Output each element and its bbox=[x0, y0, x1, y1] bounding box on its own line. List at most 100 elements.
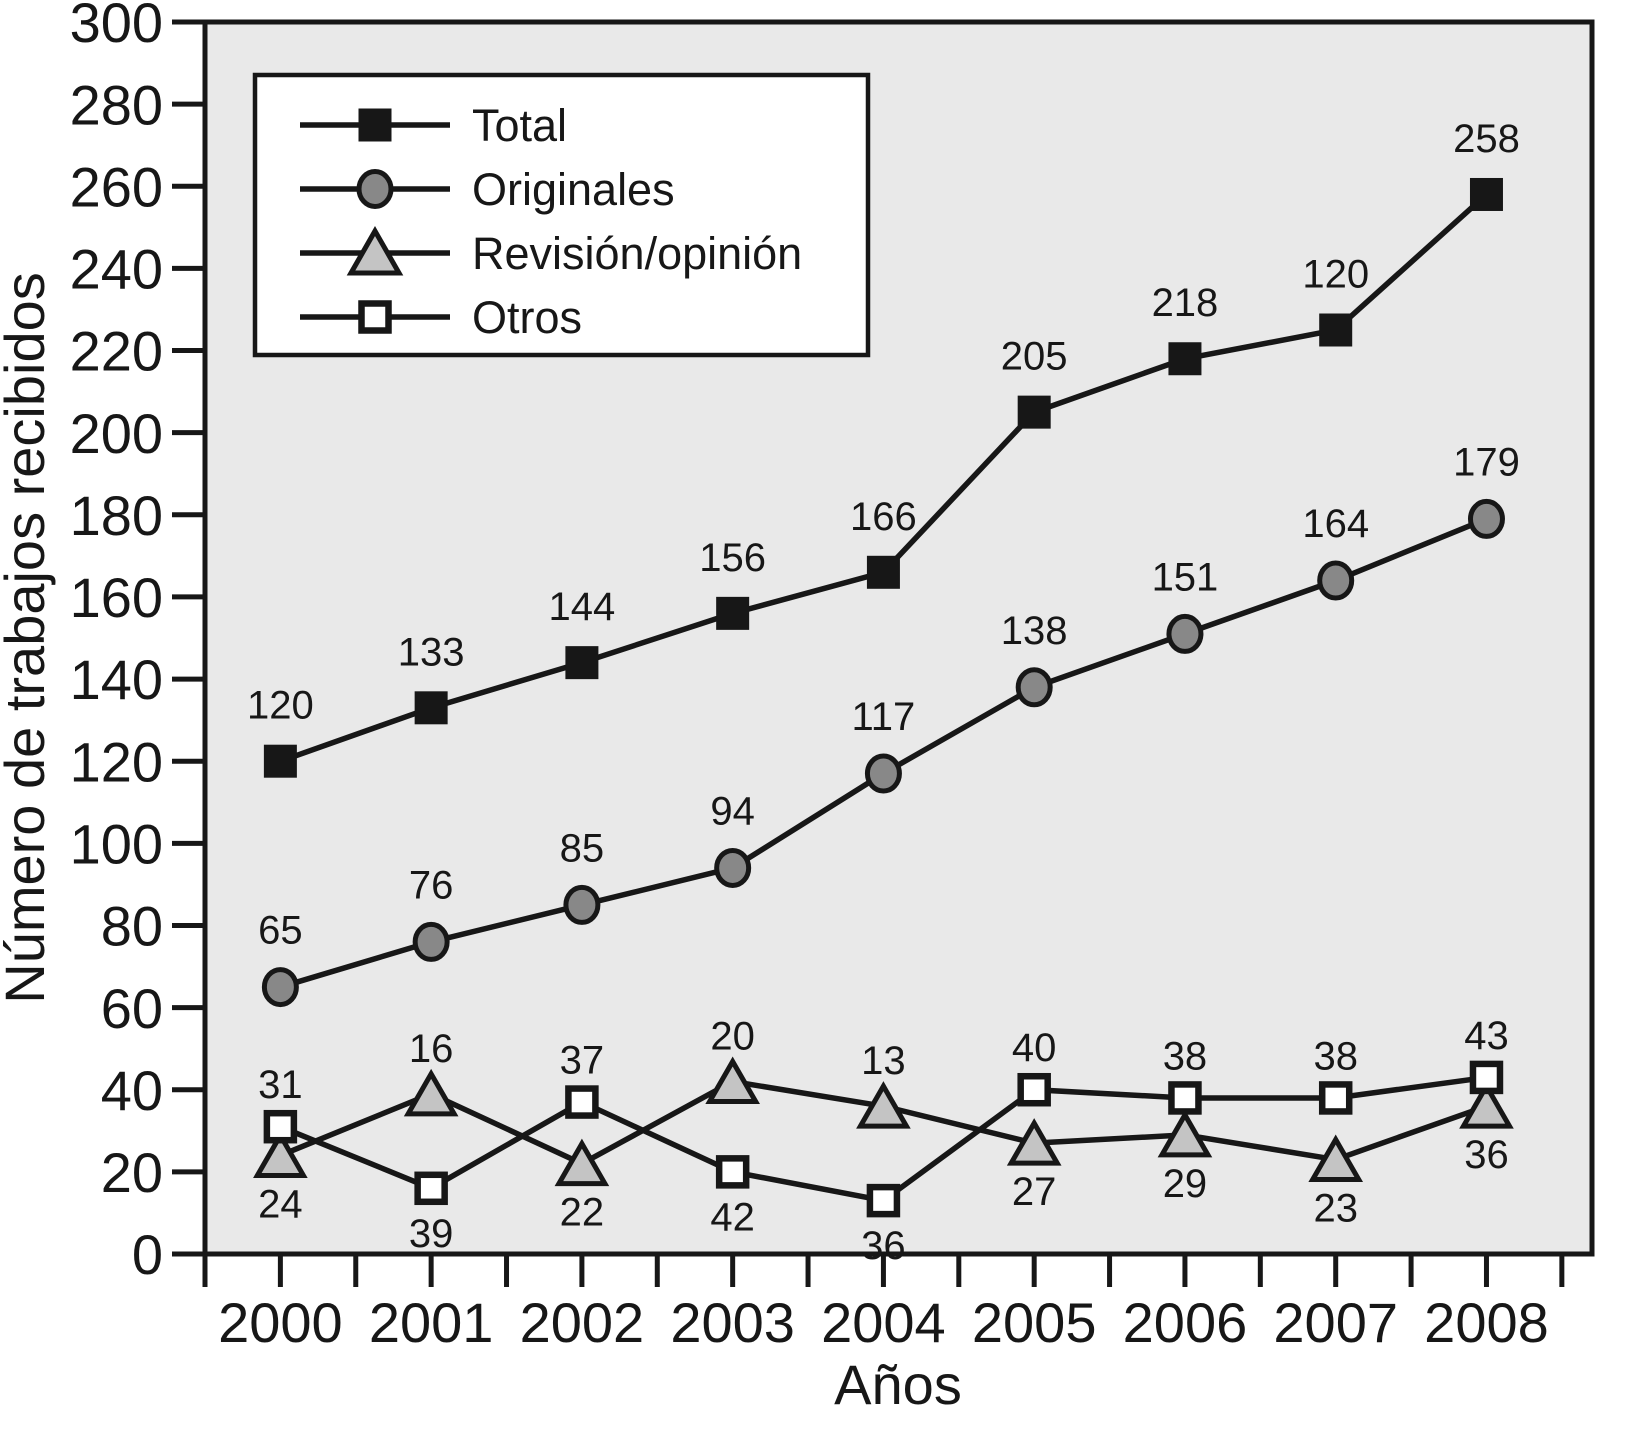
data-point-label: 166 bbox=[850, 495, 917, 539]
data-point-marker-square bbox=[565, 646, 599, 680]
x-tick-label: 2007 bbox=[1273, 1291, 1398, 1354]
y-tick-label: 0 bbox=[132, 1223, 163, 1286]
data-point-marker-triangle bbox=[253, 1130, 308, 1178]
y-tick-label: 40 bbox=[101, 1059, 163, 1122]
data-point-label: 65 bbox=[258, 909, 303, 953]
x-axis-title: Años bbox=[834, 1353, 962, 1416]
data-point-marker-open-square bbox=[715, 1155, 750, 1189]
data-point-marker-circle bbox=[1015, 667, 1053, 708]
y-tick-label: 300 bbox=[70, 0, 163, 54]
data-point-marker-circle bbox=[714, 847, 752, 888]
legend-label-2: Revisión/opinión bbox=[472, 228, 802, 279]
data-point-marker-triangle bbox=[403, 1068, 459, 1117]
y-tick-label: 120 bbox=[70, 730, 163, 793]
data-point-marker-open-square bbox=[866, 1183, 901, 1218]
data-point-marker-triangle bbox=[1006, 1118, 1062, 1166]
data-point-label: 38 bbox=[1163, 1034, 1208, 1078]
data-point-marker-circle bbox=[864, 753, 902, 794]
y-tick-label: 280 bbox=[70, 73, 163, 136]
y-tick-label: 260 bbox=[70, 155, 163, 218]
y-axis-title: Número de trabajos recibidos bbox=[0, 272, 56, 1003]
data-point-marker-triangle bbox=[1157, 1109, 1213, 1158]
data-point-marker-triangle bbox=[554, 1138, 610, 1187]
data-point-marker-open-square bbox=[1168, 1081, 1202, 1115]
plot-area: 0204060801001201401601802002202402602803… bbox=[70, 0, 1595, 1354]
x-tick-label: 2003 bbox=[670, 1291, 795, 1354]
legend-label-3: Otros bbox=[472, 292, 582, 343]
legend-marker-square bbox=[358, 108, 392, 142]
x-tick-label: 2008 bbox=[1424, 1291, 1549, 1354]
data-point-label: 36 bbox=[861, 1224, 906, 1268]
data-point-label: 218 bbox=[1152, 281, 1219, 325]
data-point-marker-open-square bbox=[1017, 1072, 1051, 1107]
data-point-marker-circle bbox=[1467, 498, 1505, 539]
data-point-label: 85 bbox=[560, 826, 605, 870]
data-point-marker-square bbox=[414, 691, 448, 725]
y-tick-label: 240 bbox=[70, 238, 163, 301]
data-point-label: 27 bbox=[1012, 1170, 1057, 1214]
data-point-marker-open-square bbox=[1318, 1081, 1353, 1115]
data-point-label: 156 bbox=[699, 536, 766, 580]
data-point-label: 16 bbox=[409, 1027, 454, 1071]
data-point-marker-open-square bbox=[414, 1171, 448, 1206]
data-point-label: 36 bbox=[1464, 1133, 1509, 1177]
legend-box bbox=[252, 72, 871, 358]
x-tick-label: 2006 bbox=[1123, 1291, 1248, 1354]
y-tick-label: 200 bbox=[70, 402, 163, 465]
data-point-marker-square bbox=[716, 596, 750, 630]
data-point-label: 117 bbox=[852, 695, 916, 739]
data-point-label: 94 bbox=[710, 789, 755, 833]
data-point-marker-open-square bbox=[1469, 1060, 1504, 1095]
data-point-marker-open-square bbox=[263, 1109, 298, 1144]
data-point-label: 24 bbox=[258, 1182, 303, 1226]
x-tick-label: 2005 bbox=[972, 1291, 1097, 1354]
data-point-marker-circle bbox=[261, 967, 299, 1008]
data-point-marker-circle bbox=[412, 921, 450, 962]
data-point-label: 23 bbox=[1313, 1187, 1358, 1231]
data-point-label: 22 bbox=[560, 1191, 605, 1235]
data-point-label: 120 bbox=[1302, 253, 1369, 297]
data-point-label: 144 bbox=[549, 585, 616, 629]
data-point-marker-circle bbox=[1317, 560, 1355, 601]
data-point-label: 42 bbox=[710, 1195, 755, 1239]
data-point-label: 38 bbox=[1313, 1034, 1358, 1078]
data-point-marker-square bbox=[866, 555, 900, 589]
data-point-marker-square bbox=[263, 744, 297, 778]
data-point-label: 31 bbox=[258, 1063, 303, 1107]
y-tick-label: 80 bbox=[101, 895, 163, 958]
data-point-label: 40 bbox=[1012, 1026, 1057, 1070]
data-point-label: 120 bbox=[247, 684, 314, 728]
data-point-label: 258 bbox=[1453, 117, 1520, 161]
legend-marker-triangle bbox=[346, 225, 404, 276]
data-point-marker-triangle bbox=[1459, 1081, 1514, 1129]
data-point-label: 133 bbox=[398, 630, 465, 674]
data-point-label: 164 bbox=[1302, 502, 1369, 546]
y-tick-label: 100 bbox=[70, 812, 163, 875]
data-point-label: 43 bbox=[1464, 1014, 1509, 1058]
data-point-label: 20 bbox=[710, 1015, 755, 1059]
legend-marker-circle bbox=[356, 169, 394, 209]
data-point-marker-circle bbox=[563, 884, 601, 925]
data-point-marker-triangle bbox=[856, 1081, 911, 1129]
data-point-marker-square bbox=[1168, 342, 1202, 376]
data-point-label: 37 bbox=[560, 1039, 605, 1083]
y-tick-label: 140 bbox=[70, 648, 163, 711]
x-tick-label: 2002 bbox=[520, 1291, 645, 1354]
x-tick-label: 2004 bbox=[821, 1291, 946, 1354]
y-tick-label: 160 bbox=[70, 566, 163, 629]
data-point-label: 138 bbox=[1001, 609, 1068, 653]
data-point-marker-square bbox=[1469, 177, 1503, 211]
legend-label-1: Originales bbox=[472, 164, 675, 215]
data-point-marker-triangle bbox=[705, 1056, 760, 1105]
data-point-marker-square bbox=[1319, 313, 1353, 347]
data-point-label: 76 bbox=[409, 863, 454, 907]
data-point-label: 13 bbox=[861, 1039, 906, 1083]
data-point-marker-square bbox=[1017, 395, 1051, 429]
data-point-label: 205 bbox=[1001, 335, 1068, 379]
y-tick-label: 20 bbox=[101, 1141, 163, 1204]
data-point-label: 39 bbox=[409, 1212, 454, 1256]
x-tick-label: 2001 bbox=[369, 1291, 494, 1354]
data-point-marker-open-square bbox=[565, 1085, 599, 1119]
